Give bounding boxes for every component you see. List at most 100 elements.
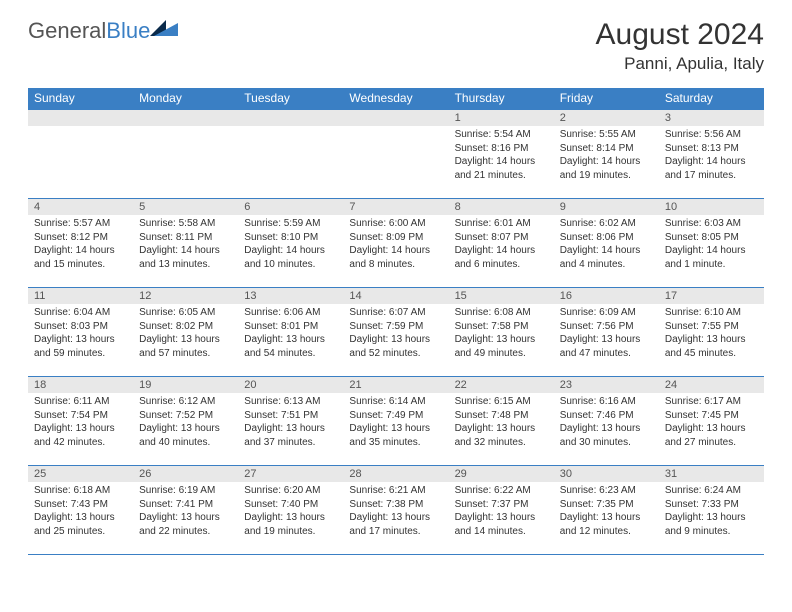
sunset-text: Sunset: 8:13 PM xyxy=(665,142,758,156)
day-body: Sunrise: 6:18 AMSunset: 7:43 PMDaylight:… xyxy=(28,482,133,542)
sunset-text: Sunset: 7:41 PM xyxy=(139,498,232,512)
day-cell xyxy=(28,110,133,198)
dayheader-mon: Monday xyxy=(133,88,238,110)
sunset-text: Sunset: 7:56 PM xyxy=(560,320,653,334)
daylight-text: Daylight: 14 hours and 19 minutes. xyxy=(560,155,653,182)
day-body: Sunrise: 6:01 AMSunset: 8:07 PMDaylight:… xyxy=(449,215,554,275)
sunset-text: Sunset: 7:46 PM xyxy=(560,409,653,423)
sunset-text: Sunset: 8:11 PM xyxy=(139,231,232,245)
daylight-text: Daylight: 13 hours and 49 minutes. xyxy=(455,333,548,360)
day-body: Sunrise: 6:24 AMSunset: 7:33 PMDaylight:… xyxy=(659,482,764,542)
sunrise-text: Sunrise: 6:08 AM xyxy=(455,306,548,320)
day-number: 11 xyxy=(28,288,133,304)
day-number: 30 xyxy=(554,466,659,482)
daylight-text: Daylight: 13 hours and 47 minutes. xyxy=(560,333,653,360)
daylight-text: Daylight: 13 hours and 42 minutes. xyxy=(34,422,127,449)
logo-general: General xyxy=(28,18,106,43)
day-cell: 13Sunrise: 6:06 AMSunset: 8:01 PMDayligh… xyxy=(238,288,343,376)
daylight-text: Daylight: 13 hours and 12 minutes. xyxy=(560,511,653,538)
weeks-container: 1Sunrise: 5:54 AMSunset: 8:16 PMDaylight… xyxy=(28,110,764,555)
day-number: 21 xyxy=(343,377,448,393)
sunset-text: Sunset: 7:33 PM xyxy=(665,498,758,512)
sunrise-text: Sunrise: 6:16 AM xyxy=(560,395,653,409)
day-number: 28 xyxy=(343,466,448,482)
day-cell: 25Sunrise: 6:18 AMSunset: 7:43 PMDayligh… xyxy=(28,466,133,554)
day-number: 4 xyxy=(28,199,133,215)
day-cell: 7Sunrise: 6:00 AMSunset: 8:09 PMDaylight… xyxy=(343,199,448,287)
day-number: 22 xyxy=(449,377,554,393)
sunrise-text: Sunrise: 6:01 AM xyxy=(455,217,548,231)
day-number: 16 xyxy=(554,288,659,304)
day-cell: 29Sunrise: 6:22 AMSunset: 7:37 PMDayligh… xyxy=(449,466,554,554)
day-cell: 28Sunrise: 6:21 AMSunset: 7:38 PMDayligh… xyxy=(343,466,448,554)
sunrise-text: Sunrise: 6:19 AM xyxy=(139,484,232,498)
day-body: Sunrise: 6:22 AMSunset: 7:37 PMDaylight:… xyxy=(449,482,554,542)
day-number: 23 xyxy=(554,377,659,393)
day-number: 2 xyxy=(554,110,659,126)
daylight-text: Daylight: 14 hours and 10 minutes. xyxy=(244,244,337,271)
day-cell: 3Sunrise: 5:56 AMSunset: 8:13 PMDaylight… xyxy=(659,110,764,198)
day-cell: 5Sunrise: 5:58 AMSunset: 8:11 PMDaylight… xyxy=(133,199,238,287)
day-body: Sunrise: 6:06 AMSunset: 8:01 PMDaylight:… xyxy=(238,304,343,364)
day-cell: 21Sunrise: 6:14 AMSunset: 7:49 PMDayligh… xyxy=(343,377,448,465)
sunset-text: Sunset: 7:55 PM xyxy=(665,320,758,334)
sunrise-text: Sunrise: 6:23 AM xyxy=(560,484,653,498)
calendar: Sunday Monday Tuesday Wednesday Thursday… xyxy=(28,88,764,555)
day-body xyxy=(133,126,238,132)
sunrise-text: Sunrise: 5:54 AM xyxy=(455,128,548,142)
title-block: August 2024 Panni, Apulia, Italy xyxy=(596,18,764,74)
sunrise-text: Sunrise: 6:13 AM xyxy=(244,395,337,409)
day-cell: 6Sunrise: 5:59 AMSunset: 8:10 PMDaylight… xyxy=(238,199,343,287)
sunset-text: Sunset: 7:48 PM xyxy=(455,409,548,423)
daylight-text: Daylight: 13 hours and 19 minutes. xyxy=(244,511,337,538)
day-cell: 12Sunrise: 6:05 AMSunset: 8:02 PMDayligh… xyxy=(133,288,238,376)
day-body: Sunrise: 6:08 AMSunset: 7:58 PMDaylight:… xyxy=(449,304,554,364)
day-number xyxy=(343,110,448,126)
daylight-text: Daylight: 13 hours and 27 minutes. xyxy=(665,422,758,449)
day-number: 19 xyxy=(133,377,238,393)
day-number: 8 xyxy=(449,199,554,215)
sunrise-text: Sunrise: 6:10 AM xyxy=(665,306,758,320)
day-cell: 10Sunrise: 6:03 AMSunset: 8:05 PMDayligh… xyxy=(659,199,764,287)
sunrise-text: Sunrise: 6:18 AM xyxy=(34,484,127,498)
day-cell: 24Sunrise: 6:17 AMSunset: 7:45 PMDayligh… xyxy=(659,377,764,465)
sunrise-text: Sunrise: 5:57 AM xyxy=(34,217,127,231)
sunrise-text: Sunrise: 6:14 AM xyxy=(349,395,442,409)
sunrise-text: Sunrise: 5:58 AM xyxy=(139,217,232,231)
daylight-text: Daylight: 14 hours and 6 minutes. xyxy=(455,244,548,271)
day-body: Sunrise: 6:02 AMSunset: 8:06 PMDaylight:… xyxy=(554,215,659,275)
day-body: Sunrise: 6:12 AMSunset: 7:52 PMDaylight:… xyxy=(133,393,238,453)
sunset-text: Sunset: 7:43 PM xyxy=(34,498,127,512)
day-cell: 20Sunrise: 6:13 AMSunset: 7:51 PMDayligh… xyxy=(238,377,343,465)
week-row: 18Sunrise: 6:11 AMSunset: 7:54 PMDayligh… xyxy=(28,377,764,466)
dayheader-sat: Saturday xyxy=(659,88,764,110)
month-title: August 2024 xyxy=(596,18,764,52)
location: Panni, Apulia, Italy xyxy=(596,54,764,74)
day-body: Sunrise: 6:23 AMSunset: 7:35 PMDaylight:… xyxy=(554,482,659,542)
sunrise-text: Sunrise: 6:12 AM xyxy=(139,395,232,409)
sunset-text: Sunset: 7:54 PM xyxy=(34,409,127,423)
day-number: 17 xyxy=(659,288,764,304)
day-cell: 8Sunrise: 6:01 AMSunset: 8:07 PMDaylight… xyxy=(449,199,554,287)
dayheader-wed: Wednesday xyxy=(343,88,448,110)
day-body: Sunrise: 6:03 AMSunset: 8:05 PMDaylight:… xyxy=(659,215,764,275)
dayheader-sun: Sunday xyxy=(28,88,133,110)
week-row: 11Sunrise: 6:04 AMSunset: 8:03 PMDayligh… xyxy=(28,288,764,377)
daylight-text: Daylight: 13 hours and 35 minutes. xyxy=(349,422,442,449)
day-body: Sunrise: 6:07 AMSunset: 7:59 PMDaylight:… xyxy=(343,304,448,364)
sunrise-text: Sunrise: 6:05 AM xyxy=(139,306,232,320)
daylight-text: Daylight: 14 hours and 8 minutes. xyxy=(349,244,442,271)
day-number: 10 xyxy=(659,199,764,215)
daylight-text: Daylight: 14 hours and 17 minutes. xyxy=(665,155,758,182)
sunset-text: Sunset: 8:06 PM xyxy=(560,231,653,245)
sunrise-text: Sunrise: 5:55 AM xyxy=(560,128,653,142)
sunrise-text: Sunrise: 5:59 AM xyxy=(244,217,337,231)
sunrise-text: Sunrise: 6:24 AM xyxy=(665,484,758,498)
day-cell: 19Sunrise: 6:12 AMSunset: 7:52 PMDayligh… xyxy=(133,377,238,465)
daylight-text: Daylight: 13 hours and 59 minutes. xyxy=(34,333,127,360)
sunset-text: Sunset: 7:59 PM xyxy=(349,320,442,334)
day-body: Sunrise: 6:17 AMSunset: 7:45 PMDaylight:… xyxy=(659,393,764,453)
day-number: 3 xyxy=(659,110,764,126)
day-number: 14 xyxy=(343,288,448,304)
day-body: Sunrise: 5:55 AMSunset: 8:14 PMDaylight:… xyxy=(554,126,659,186)
